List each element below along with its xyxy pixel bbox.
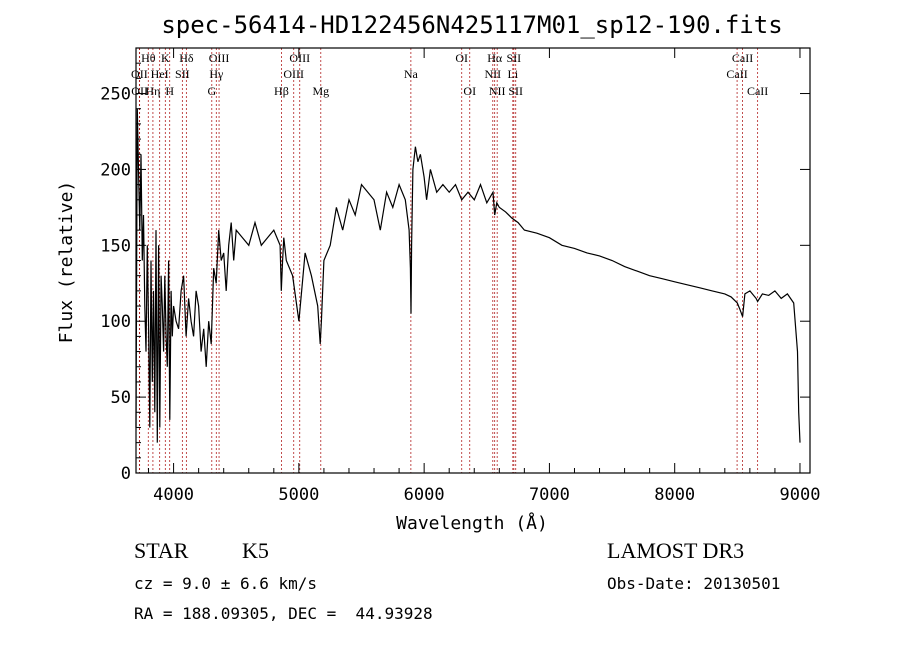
- line-label: OI: [463, 84, 476, 98]
- y-axis-label: Flux (relative): [56, 181, 77, 344]
- x-tick-label: 9000: [780, 485, 821, 505]
- line-label: NII: [489, 84, 506, 98]
- chart-title: spec-56414-HD122456N425117M01_sp12-190.f…: [161, 11, 782, 39]
- line-label: SII: [508, 84, 523, 98]
- line-label: CaII: [747, 84, 768, 98]
- x-tick-label: 4000: [153, 485, 194, 505]
- y-tick-label: 200: [100, 160, 131, 180]
- line-label: H: [165, 84, 174, 98]
- emission-line-labels: OIIOIIHθHηHeIKHSIIHδGHγOIIIHβOIIIOIIIMgN…: [131, 51, 768, 98]
- x-tick-label: 8000: [654, 485, 695, 505]
- line-label: CaII: [732, 51, 753, 65]
- x-axis-label: Wavelength (Å): [396, 512, 548, 534]
- y-tick-label: 250: [100, 85, 131, 105]
- line-label: OII: [131, 67, 148, 81]
- x-tick-label: 6000: [404, 485, 445, 505]
- object-subclass: K5: [242, 538, 269, 563]
- y-tick-label: 100: [100, 312, 131, 332]
- line-label: Hδ: [179, 51, 194, 65]
- axes-frame: [135, 47, 811, 474]
- line-label: CaII: [726, 67, 747, 81]
- y-tick-label: 50: [111, 388, 131, 408]
- line-label: Hθ: [141, 51, 156, 65]
- line-label: Mg: [312, 84, 329, 98]
- line-label: OI: [455, 51, 468, 65]
- redshift-cz: cz = 9.0 ± 6.6 km/s: [134, 574, 318, 593]
- object-class: STAR: [134, 538, 189, 563]
- line-label: Hη: [145, 84, 160, 98]
- y-axis-ticks: 0 50 100 150 200 250: [100, 62, 810, 484]
- line-label: NII: [484, 67, 501, 81]
- line-label: HeI: [151, 67, 169, 81]
- line-label: Hγ: [209, 67, 224, 81]
- survey-name: LAMOST DR3: [607, 538, 745, 563]
- line-label: Hβ: [274, 84, 289, 98]
- line-label: OIII: [209, 51, 230, 65]
- line-label: SII: [507, 51, 522, 65]
- line-label: OIII: [289, 51, 310, 65]
- spectrum-line: [135, 108, 801, 443]
- line-label: SII: [175, 67, 190, 81]
- observation-date: Obs-Date: 20130501: [607, 574, 781, 593]
- line-label: K: [161, 51, 170, 65]
- y-tick-label: 150: [100, 236, 131, 256]
- line-label: Hα: [487, 51, 503, 65]
- x-tick-label: 7000: [529, 485, 570, 505]
- line-label: Li: [508, 67, 519, 81]
- x-axis-ticks: 4000 5000 6000 7000 8000 9000: [148, 48, 821, 505]
- y-tick-label: 0: [121, 464, 131, 484]
- x-tick-label: 5000: [278, 485, 319, 505]
- line-label: Na: [404, 67, 419, 81]
- line-label: OIII: [283, 67, 304, 81]
- emission-line-markers: [138, 48, 759, 473]
- coordinates: RA = 188.09305, DEC = 44.93928: [134, 604, 433, 623]
- line-label: G: [207, 84, 216, 98]
